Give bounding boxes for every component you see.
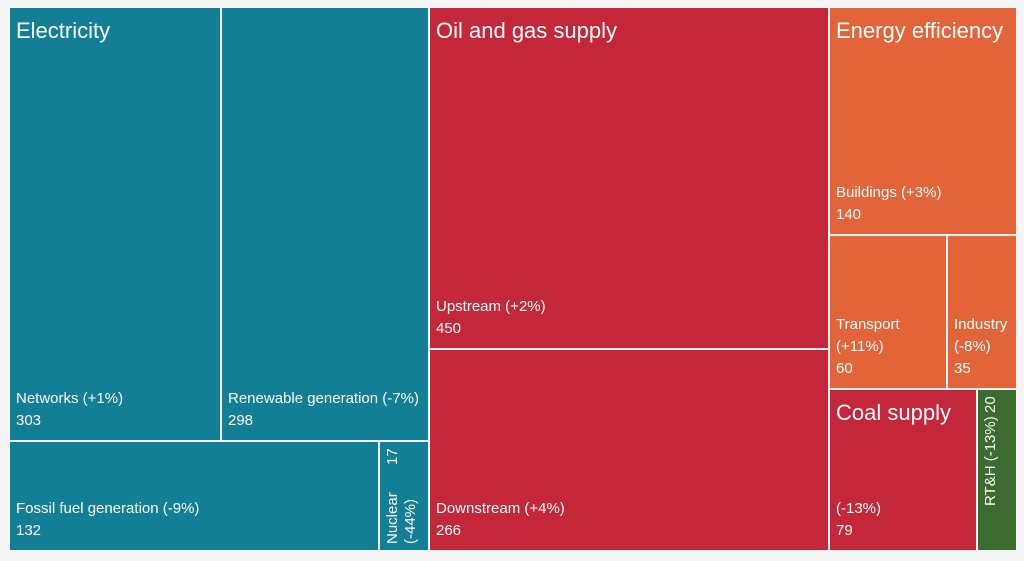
group-title: Oil and gas supply xyxy=(436,18,617,43)
cell-value: 298 xyxy=(228,412,254,429)
treemap-cell: Downstream (+4%) 266 xyxy=(430,350,828,550)
cell-label: Transport (+11%) xyxy=(836,316,900,355)
cell-value: 20 xyxy=(982,396,999,413)
cell-value: 79 xyxy=(836,522,853,539)
treemap-cell: Networks (+1%) 303 xyxy=(10,8,220,440)
cell-label: (-13%) xyxy=(836,500,882,517)
treemap-cell: Industry (-8%) 35 xyxy=(948,236,1016,388)
treemap-cell: Transport (+11%) 60 xyxy=(830,236,946,388)
cell-label: Buildings (+3%) xyxy=(836,184,942,201)
cell-value: 35 xyxy=(954,360,971,377)
cell-label: Nuclear (-44%) xyxy=(384,492,419,544)
treemap-cell: Renewable generation (-7%) 298 xyxy=(222,8,428,440)
cell-label: Networks (+1%) xyxy=(16,390,124,407)
group-title: Energy efficiency xyxy=(836,18,1004,43)
treemap-cell: Nuclear (-44%) 17 xyxy=(380,442,428,550)
cell-label: Industry (-8%) xyxy=(954,316,1008,355)
cell-value: 140 xyxy=(836,206,862,223)
cell-value: 266 xyxy=(436,522,462,539)
cell-label: Renewable generation (-7%) xyxy=(228,390,419,407)
cell-label: Fossil fuel generation (-9%) xyxy=(16,500,200,517)
cell-value: 60 xyxy=(836,360,853,377)
cell-value: 450 xyxy=(436,320,462,337)
cell-label: Upstream (+2%) xyxy=(436,298,546,315)
treemap-cell: (-13%) 79 xyxy=(830,390,976,550)
treemap-cell: RT&H (-13%) 20 xyxy=(978,390,1016,550)
cell-label: Downstream (+4%) xyxy=(436,500,565,517)
group-title: Coal supply xyxy=(836,400,951,425)
cell-value: 303 xyxy=(16,412,42,429)
cell-label: RT&H (-13%) xyxy=(982,416,999,507)
cell-value: 17 xyxy=(384,448,401,465)
group-title: Electricity xyxy=(16,18,111,43)
treemap-cell: Upstream (+2%) 450 xyxy=(430,8,828,348)
treemap-cell: Fossil fuel generation (-9%) 132 xyxy=(10,442,378,550)
cell-value: 132 xyxy=(16,522,42,539)
treemap-cell: Buildings (+3%) 140 xyxy=(830,8,1016,234)
